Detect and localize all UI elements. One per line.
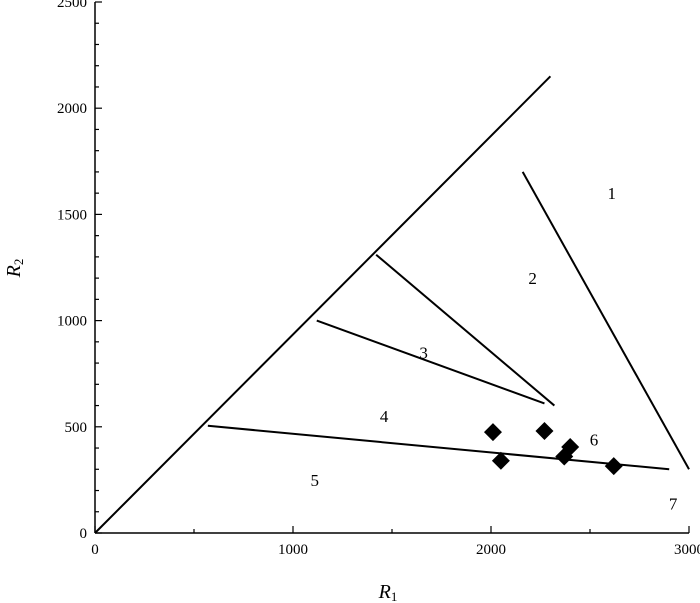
region-label: 4: [380, 407, 389, 426]
region-label: 5: [311, 471, 320, 490]
data-points: [484, 422, 623, 475]
y-tick-label: 500: [65, 420, 88, 436]
boundary-line: [523, 172, 689, 469]
boundary-line: [317, 321, 545, 404]
data-point: [484, 423, 502, 441]
y-tick-label: 2000: [57, 101, 87, 117]
x-axis-title: R1: [378, 581, 398, 603]
region-label: 1: [608, 184, 617, 203]
y-tick-label: 1500: [57, 207, 87, 223]
region-label: 3: [419, 343, 428, 362]
y-tick-label: 1000: [57, 314, 87, 330]
region-label: 7: [669, 494, 678, 513]
x-tick-label: 1000: [278, 542, 308, 558]
data-point: [535, 422, 553, 440]
data-point: [605, 457, 623, 475]
boundary-line: [95, 76, 550, 533]
y-tick-label: 2500: [57, 0, 87, 11]
boundary-line: [208, 426, 669, 470]
y-axis-title: R2: [3, 259, 26, 279]
x-axis-title-main: R: [378, 581, 391, 603]
region-label: 6: [590, 431, 599, 450]
x-tick-label: 0: [91, 542, 99, 558]
boundary-lines: [95, 76, 689, 533]
y-axis-title-sub: 2: [11, 259, 26, 266]
region-label: 2: [528, 269, 537, 288]
y-tick-label: 0: [80, 526, 88, 542]
x-axis-title-sub: 1: [391, 589, 398, 603]
y-axis-title-main: R: [3, 265, 25, 278]
x-tick-label: 2000: [476, 542, 506, 558]
